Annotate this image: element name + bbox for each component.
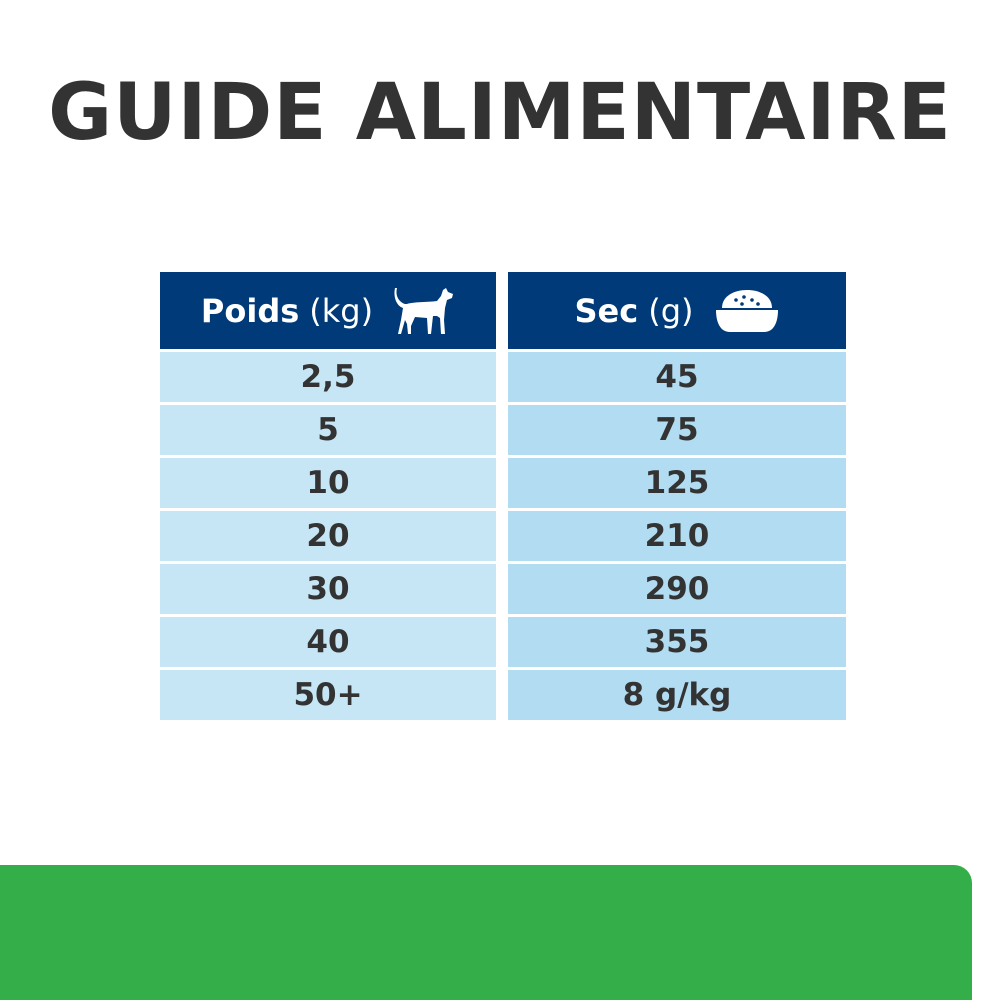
weight-cell: 2,5 — [160, 352, 496, 402]
weight-cell: 30 — [160, 564, 496, 614]
dog-icon — [394, 287, 454, 334]
weight-cell: 20 — [160, 511, 496, 561]
dry-amount-cell: 355 — [508, 617, 846, 667]
header-weight-label: Poids — [200, 291, 300, 330]
dry-amount-cell: 45 — [508, 352, 846, 402]
dry-amount-cell: 75 — [508, 405, 846, 455]
dry-amount-cell: 8 g/kg — [508, 670, 846, 720]
weight-cell: 50+ — [160, 670, 496, 720]
header-weight: Poids (kg) — [160, 272, 496, 349]
dry-amount-cell: 290 — [508, 564, 846, 614]
weight-cell: 10 — [160, 458, 496, 508]
page-title: GUIDE ALIMENTAIRE — [48, 68, 952, 158]
weight-cell: 40 — [160, 617, 496, 667]
dry-amount-cell: 125 — [508, 458, 846, 508]
header-dry-label: Sec — [574, 291, 639, 330]
dry-amount-cell: 210 — [508, 511, 846, 561]
header-dry: Sec (g) — [508, 272, 846, 349]
header-dry-unit: (g) — [648, 291, 694, 330]
header-weight-unit: (kg) — [309, 291, 374, 330]
food-bowl-icon — [715, 289, 778, 332]
green-banner — [0, 865, 972, 1000]
weight-cell: 5 — [160, 405, 496, 455]
